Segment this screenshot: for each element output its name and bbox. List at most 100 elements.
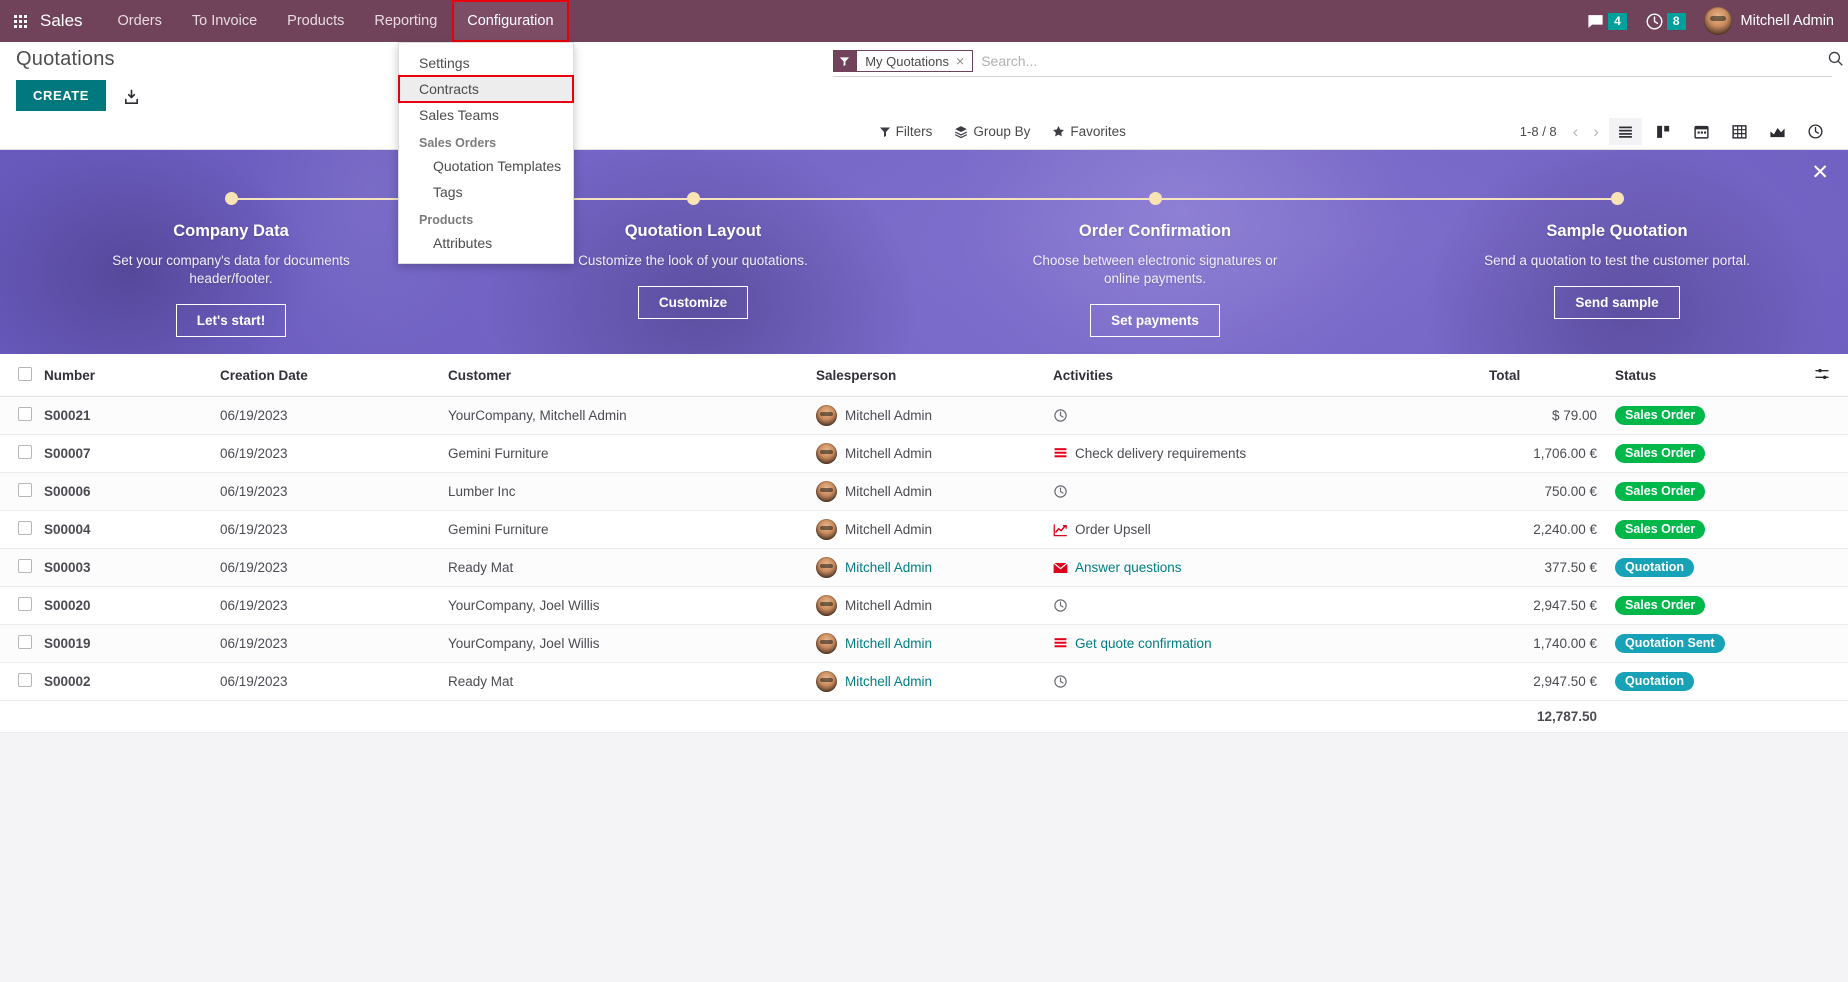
menu-item-sales-teams[interactable]: Sales Teams (419, 107, 499, 123)
group-by-label: Group By (973, 124, 1031, 139)
table-head: Number Creation Date Customer Salesperso… (0, 354, 1848, 397)
top-navbar: Sales Orders To Invoice Products Reporti… (0, 0, 1848, 42)
nav-item-products[interactable]: Products (287, 13, 345, 29)
select-all-checkbox[interactable] (18, 367, 32, 381)
lets-start-button[interactable]: Let's start! (175, 304, 287, 338)
column-options-icon[interactable] (1808, 354, 1848, 397)
send-sample-button[interactable]: Send sample (1554, 286, 1680, 320)
control-panel-left: Quotations CREATE (16, 48, 833, 111)
row-checkbox[interactable] (18, 445, 32, 459)
column-header-creation-date[interactable]: Creation Date (214, 354, 442, 397)
row-select-cell (0, 586, 38, 625)
column-header-total[interactable]: Total (1483, 354, 1603, 397)
brand-sales[interactable]: Sales (40, 11, 83, 30)
group-by-dropdown[interactable]: Group By (954, 124, 1030, 139)
search-facet-my-quotations[interactable]: My Quotations × (833, 50, 974, 72)
facet-label: My Quotations (865, 53, 950, 69)
table-row[interactable]: S00020 06/19/2023 YourCompany, Joel Will… (0, 586, 1848, 625)
menu-item-contracts[interactable]: Contracts (398, 75, 574, 103)
view-switch-calendar[interactable] (1685, 118, 1718, 145)
nav-item-orders[interactable]: Orders (117, 13, 162, 29)
cell-creation-date: 06/19/2023 (214, 586, 442, 625)
table-row[interactable]: S00003 06/19/2023 Ready Mat Mitchell Adm… (0, 548, 1848, 587)
row-checkbox[interactable] (18, 635, 32, 649)
grand-total: 12,787.50 (1483, 700, 1603, 733)
todo-list-icon[interactable] (1053, 637, 1068, 650)
upsell-chart-icon[interactable] (1053, 523, 1068, 537)
row-checkbox[interactable] (18, 407, 32, 421)
cell-status: Quotation Sent (1603, 624, 1808, 663)
column-header-number[interactable]: Number (38, 354, 214, 397)
upload-import-icon[interactable] (123, 89, 140, 109)
create-button[interactable]: CREATE (16, 80, 107, 111)
favorites-dropdown[interactable]: Favorites (1052, 124, 1126, 139)
apps-grid-icon[interactable] (0, 0, 40, 42)
quotations-list-view: Number Creation Date Customer Salesperso… (0, 354, 1848, 733)
cell-creation-date: 06/19/2023 (214, 624, 442, 663)
nav-item-reporting[interactable]: Reporting (374, 13, 438, 29)
menu-item-tags[interactable]: Tags (433, 184, 463, 200)
cell-number: S00004 (38, 510, 214, 549)
cell-status: Sales Order (1603, 472, 1808, 511)
cell-total: 750.00 € (1483, 472, 1603, 511)
facet-remove-icon[interactable]: × (956, 53, 965, 69)
select-all-header (0, 354, 38, 397)
row-checkbox[interactable] (18, 597, 32, 611)
menu-item-attributes[interactable]: Attributes (433, 235, 493, 251)
table-row[interactable]: S00002 06/19/2023 Ready Mat Mitchell Adm… (0, 662, 1848, 701)
step-description: Set your company's data for documents he… (112, 253, 350, 287)
clock-icon[interactable] (1053, 598, 1068, 613)
search-icon[interactable] (1827, 50, 1844, 72)
row-checkbox[interactable] (18, 673, 32, 687)
total-spacer-7 (1603, 700, 1808, 733)
view-switch-list[interactable] (1609, 118, 1642, 145)
column-header-customer[interactable]: Customer (442, 354, 810, 397)
customize-button[interactable]: Customize (637, 286, 749, 320)
view-switch-activity[interactable] (1799, 118, 1832, 145)
table-row[interactable]: S00004 06/19/2023 Gemini Furniture Mitch… (0, 510, 1848, 549)
close-icon[interactable]: ✕ (1811, 160, 1829, 184)
row-checkbox[interactable] (18, 559, 32, 573)
menu-item-quotation-templates[interactable]: Quotation Templates (433, 158, 562, 174)
pager-previous-button[interactable]: ‹ (1568, 123, 1584, 140)
cell-creation-date: 06/19/2023 (214, 434, 442, 473)
searchbar[interactable]: My Quotations × (833, 48, 1832, 77)
filters-dropdown[interactable]: Filters (879, 124, 932, 139)
column-header-status[interactable]: Status (1603, 354, 1808, 397)
table-row[interactable]: S00006 06/19/2023 Lumber Inc Mitchell Ad… (0, 472, 1848, 511)
view-switch-kanban[interactable] (1647, 118, 1680, 145)
step-description: Send a quotation to test the customer po… (1484, 253, 1750, 268)
column-header-activities[interactable]: Activities (1047, 354, 1483, 397)
todo-list-icon[interactable] (1053, 447, 1068, 460)
cell-status: Sales Order (1603, 510, 1808, 549)
nav-item-configuration[interactable]: Configuration (452, 0, 569, 42)
step-description: Customize the look of your quotations. (578, 253, 808, 268)
nav-item-to-invoice[interactable]: To Invoice (191, 13, 258, 29)
table-row[interactable]: S00007 06/19/2023 Gemini Furniture Mitch… (0, 434, 1848, 473)
email-icon[interactable] (1053, 562, 1068, 574)
view-switch-pivot[interactable] (1723, 118, 1756, 145)
view-switch-graph[interactable] (1761, 118, 1794, 145)
status-badge: Quotation Sent (1615, 634, 1725, 653)
pager-next-button[interactable]: › (1588, 123, 1604, 140)
facet-label-wrapper: My Quotations × (856, 50, 974, 72)
activities-counter[interactable]: 8 (1645, 12, 1686, 31)
set-payments-button[interactable]: Set payments (1090, 304, 1220, 338)
clock-icon[interactable] (1053, 408, 1068, 423)
import-arrow-icon (124, 89, 138, 104)
row-checkbox[interactable] (18, 521, 32, 535)
clock-icon[interactable] (1053, 674, 1068, 689)
table-row[interactable]: S00021 06/19/2023 YourCompany, Mitchell … (0, 396, 1848, 435)
row-checkbox[interactable] (18, 483, 32, 497)
salesperson-name: Mitchell Admin (845, 674, 933, 689)
cell-activities (1047, 662, 1483, 701)
menu-item-settings[interactable]: Settings (419, 55, 470, 71)
clock-icon[interactable] (1053, 484, 1068, 499)
column-header-salesperson[interactable]: Salesperson (810, 354, 1047, 397)
messages-counter[interactable]: 4 (1586, 12, 1627, 31)
total-spacer-6 (1047, 700, 1483, 733)
search-input[interactable] (977, 50, 1832, 72)
user-menu[interactable]: Mitchell Admin (1703, 7, 1834, 35)
cell-status: Sales Order (1603, 396, 1808, 435)
table-row[interactable]: S00019 06/19/2023 YourCompany, Joel Will… (0, 624, 1848, 663)
